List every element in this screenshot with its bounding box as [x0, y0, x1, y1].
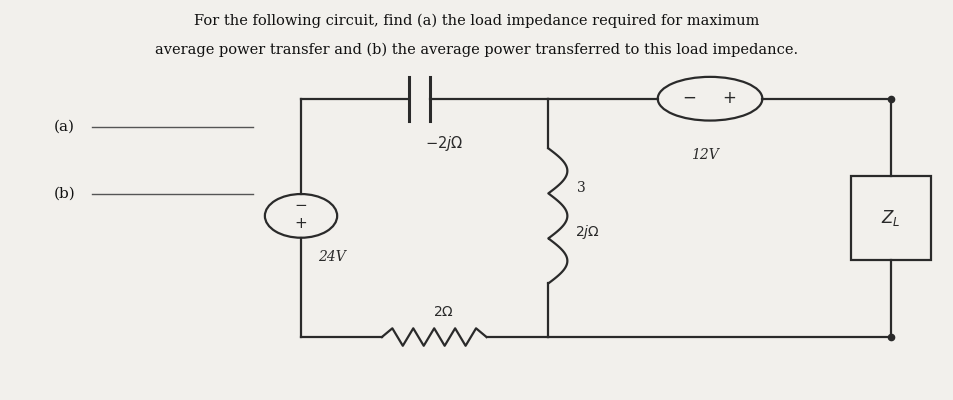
- Text: +: +: [294, 216, 307, 231]
- Text: average power transfer and (b) the average power transferred to this load impeda: average power transfer and (b) the avera…: [155, 43, 798, 58]
- Text: (a): (a): [53, 120, 74, 134]
- Text: (b): (b): [53, 187, 75, 201]
- Text: +: +: [721, 88, 736, 106]
- Text: −: −: [294, 198, 307, 214]
- Text: For the following circuit, find (a) the load impedance required for maximum: For the following circuit, find (a) the …: [194, 13, 759, 28]
- Text: $2j\Omega$: $2j\Omega$: [575, 223, 599, 241]
- Bar: [850, 176, 930, 260]
- Text: −: −: [681, 88, 696, 106]
- Text: $2\Omega$: $2\Omega$: [433, 305, 454, 319]
- Text: $Z_L$: $Z_L$: [880, 208, 900, 228]
- Text: $-2j\Omega$: $-2j\Omega$: [424, 134, 462, 154]
- Text: 12V: 12V: [691, 148, 719, 162]
- Text: 3: 3: [577, 181, 585, 195]
- Text: 24V: 24V: [317, 250, 346, 264]
